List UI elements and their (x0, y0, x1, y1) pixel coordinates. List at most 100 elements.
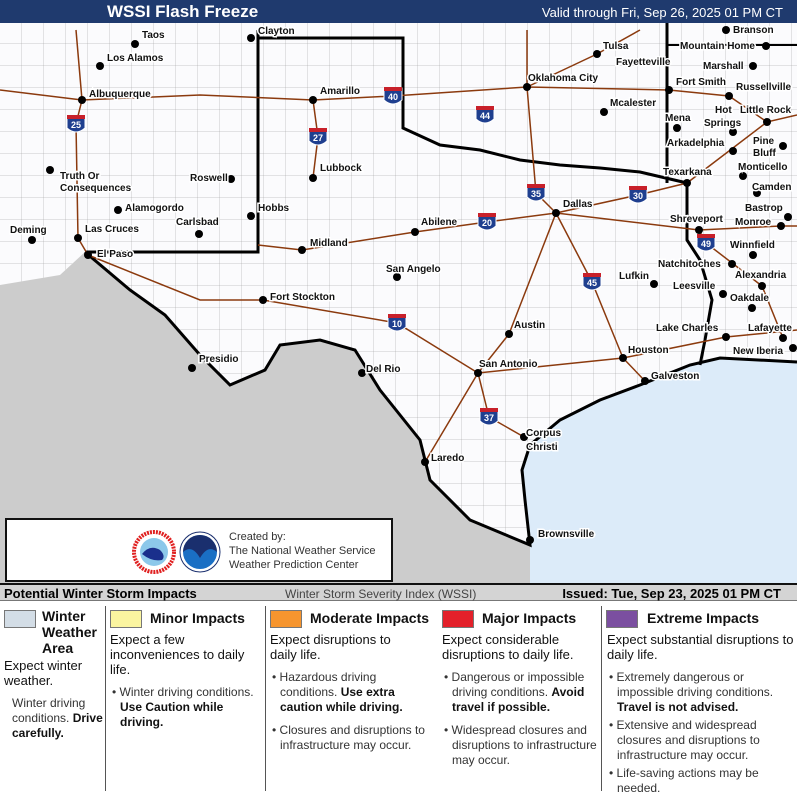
legend-label: Moderate Impacts (310, 610, 430, 626)
city-label: Albuquerque (89, 89, 151, 100)
legend-minor: Minor Impacts Expect a few inconvenience… (105, 606, 265, 791)
city-dot (763, 118, 771, 126)
swatch-extreme (606, 610, 638, 628)
city-dot (309, 174, 317, 182)
interstate-shield-icon: 10 (387, 314, 407, 332)
legend-bullet: Extensive and widespread closures and di… (616, 718, 760, 762)
interstate-shield-icon: 49 (696, 234, 716, 252)
city-dot (600, 108, 608, 116)
city-dot (247, 212, 255, 220)
city-label: Del Rio (366, 364, 400, 375)
city-dot (259, 296, 267, 304)
interstate-number: 10 (392, 319, 402, 329)
city-label: San Antonio (479, 359, 538, 370)
legend-desc: Expect disruptions to daily life. (270, 632, 391, 662)
city-dot (779, 334, 787, 342)
city-dot (729, 147, 737, 155)
city-label: Lubbock (320, 163, 362, 174)
city-dot (695, 226, 703, 234)
interstate-shield-icon: 25 (66, 115, 86, 133)
city-label: Camden (752, 182, 791, 193)
legend-label: Winter Weather Area (42, 608, 97, 656)
city-label: Branson (733, 25, 774, 36)
city-dot (748, 304, 756, 312)
legend-moderate: Moderate Impacts Expect disruptions to d… (265, 606, 435, 791)
city-dot (722, 333, 730, 341)
gulf-of-mexico (522, 358, 797, 583)
credit-line-1: Created by: (229, 531, 286, 543)
city-label: Los Alamos (107, 53, 164, 64)
city-dot (523, 83, 531, 91)
legend-bullet: Dangerous or impossible driving conditio… (451, 670, 585, 699)
interstate-number: 35 (531, 189, 541, 199)
city-label: Texarkana (663, 167, 712, 178)
impacts-bar: Potential Winter Storm Impacts Winter St… (0, 583, 797, 601)
city-dot (749, 62, 757, 70)
city-label: Russellville (736, 82, 791, 93)
city-label: Lufkin (619, 271, 649, 282)
city-dot (719, 290, 727, 298)
legend-bullet-bold: Use extra caution while driving. (280, 685, 403, 714)
city-dot (96, 62, 104, 70)
city-markers: Taos Los Alamos Clayton Albuquerque Amarillo… (9, 24, 797, 544)
city-dot (728, 260, 736, 268)
city-label: Deming (10, 225, 47, 236)
city-dot (247, 34, 255, 42)
legend-winter-weather: Winter Weather Area Expect winter weathe… (0, 606, 104, 791)
city-dot (683, 179, 691, 187)
city-label: Clayton (258, 26, 295, 37)
interstate-shield-icon: 37 (479, 408, 499, 426)
city-dot (393, 273, 401, 281)
city-dot (74, 234, 82, 242)
credit-box: Created by: The National Weather Service… (5, 518, 393, 582)
city-label: Dallas (563, 199, 593, 210)
city-label: Springs (704, 118, 742, 129)
city-label: Leesville (673, 281, 716, 292)
legend-bullet: Winter driving conditions. (12, 696, 86, 725)
city-label: Carlsbad (176, 217, 219, 228)
city-dot (131, 40, 139, 48)
interstate-number: 45 (587, 278, 597, 288)
city-label: Lafayette (748, 323, 792, 334)
state-borders (84, 23, 797, 548)
city-label: Alexandria (735, 270, 787, 281)
city-label: Hot (715, 105, 732, 116)
header-bar: WSSI Flash Freeze Valid through Fri, Sep… (0, 0, 797, 23)
city-dot (739, 172, 747, 180)
city-label: Laredo (431, 453, 464, 464)
swatch-moderate (270, 610, 302, 628)
city-dot (619, 354, 627, 362)
city-dot (665, 86, 673, 94)
city-label: Hobbs (258, 203, 290, 214)
interstate-shield-icon: 20 (477, 213, 497, 231)
legend-desc: Expect winter weather. (4, 658, 83, 688)
wssi-map: 25 40 27 44 35 30 20 45 10 37 49 Taos Los Alamos Cla… (0, 23, 797, 583)
city-label: Bastrop (745, 203, 783, 214)
city-label: New Iberia (733, 346, 783, 357)
legend-bullet: Winter driving conditions. (119, 685, 254, 699)
city-dot (298, 246, 306, 254)
city-dot (762, 42, 770, 50)
city-label: Midland (310, 238, 348, 249)
city-dot (784, 213, 792, 221)
impact-legend: Winter Weather Area Expect winter weathe… (0, 602, 797, 797)
legend-bullet: Closures and disruptions to infrastructu… (279, 723, 425, 752)
agency-logos (132, 530, 221, 574)
city-label: Arkadelphia (667, 138, 725, 149)
legend-bullet-bold: Use Caution while driving. (120, 700, 224, 729)
city-dot (729, 128, 737, 136)
city-dot (474, 369, 482, 377)
map-title: WSSI Flash Freeze (107, 2, 259, 21)
legend-bullet-bold: Drive carefully. (12, 711, 103, 740)
city-label: El Paso (97, 249, 133, 260)
city-label: Brownsville (538, 529, 595, 540)
city-dot (722, 26, 730, 34)
city-label: Presidio (199, 354, 238, 365)
city-label: Alamogordo (125, 203, 184, 214)
legend-desc: Expect substantial disruptions to daily … (607, 632, 794, 662)
city-label: Corpus (526, 428, 561, 439)
legend-desc: Expect a few inconveniences to daily lif… (110, 632, 245, 677)
city-label: Shreveport (670, 214, 723, 225)
city-label: Mcalester (610, 98, 656, 109)
interstate-number: 44 (480, 111, 490, 121)
